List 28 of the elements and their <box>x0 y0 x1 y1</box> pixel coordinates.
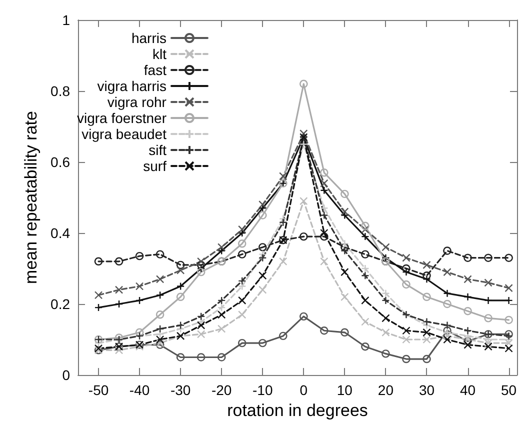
y-tick-label: 0.4 <box>50 225 70 241</box>
x-tick-label: -20 <box>211 382 232 398</box>
x-tick-label: 20 <box>378 382 394 398</box>
x-tick-label: -30 <box>170 382 191 398</box>
x-tick-label: 10 <box>336 382 353 398</box>
legend-label: vigra harris <box>97 78 166 94</box>
y-tick-label: 0 <box>62 367 70 383</box>
x-tick-label: -10 <box>252 382 273 398</box>
x-axis-title: rotation in degrees <box>227 400 368 420</box>
legend-label: sift <box>148 142 167 158</box>
legend-label: surf <box>143 158 167 174</box>
legend-label: klt <box>152 46 167 62</box>
legend-label: vigra rohr <box>107 94 167 110</box>
legend-label: vigra beaudet <box>82 126 167 142</box>
x-tick-label: -50 <box>88 382 109 398</box>
y-tick-label: 0.8 <box>50 83 70 99</box>
legend-label: fast <box>144 62 167 78</box>
y-tick-label: 0.2 <box>50 296 70 312</box>
x-tick-label: 50 <box>501 382 517 398</box>
x-tick-label: 40 <box>460 382 476 398</box>
x-tick-label: 30 <box>418 382 435 398</box>
x-tick-label: -40 <box>129 382 150 398</box>
y-tick-label: 1 <box>62 12 70 28</box>
y-axis-title: mean repeatability rate <box>22 111 41 284</box>
x-tick-label: 0 <box>300 382 308 398</box>
legend-label: vigra foerstner <box>77 110 167 126</box>
y-tick-label: 0.6 <box>50 154 70 170</box>
legend-label: harris <box>131 30 166 46</box>
